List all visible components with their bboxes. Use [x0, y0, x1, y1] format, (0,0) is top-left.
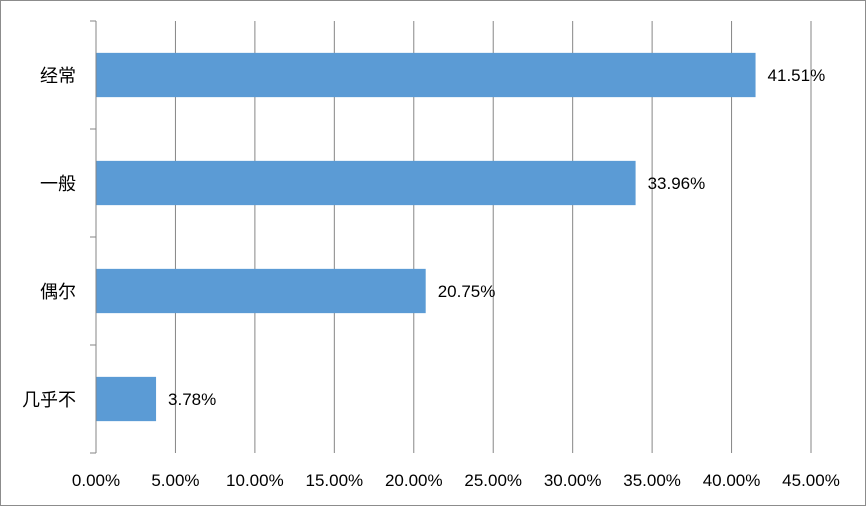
x-tick-label: 10.00%: [226, 471, 284, 490]
x-tick-label: 25.00%: [464, 471, 522, 490]
category-label: 偶尔: [40, 282, 76, 303]
x-tick-label: 15.00%: [305, 471, 363, 490]
data-label: 33.96%: [648, 174, 706, 193]
data-label: 41.51%: [768, 66, 826, 85]
category-label: 一般: [40, 174, 76, 195]
axes: [90, 20, 97, 454]
data-label: 20.75%: [438, 282, 496, 301]
bar: [96, 268, 426, 314]
category-label: 经常: [40, 66, 76, 87]
data-label: 3.78%: [168, 390, 216, 409]
bar: [96, 160, 636, 206]
x-tick-label: 5.00%: [151, 471, 199, 490]
labels: 0.00% 5.00% 10.00% 15.00% 20.00% 25.00% 30.00%…: [22, 66, 840, 490]
x-tick-label: 45.00%: [782, 471, 840, 490]
x-tick-label: 40.00%: [703, 471, 761, 490]
x-tick-label: 20.00%: [385, 471, 443, 490]
bar: [96, 52, 756, 98]
category-label: 几乎不: [22, 390, 76, 411]
x-tick-label: 35.00%: [623, 471, 681, 490]
x-tick-label: 0.00%: [72, 471, 120, 490]
x-tick-label: 30.00%: [544, 471, 602, 490]
bars: [96, 52, 756, 422]
bar: [96, 376, 157, 422]
